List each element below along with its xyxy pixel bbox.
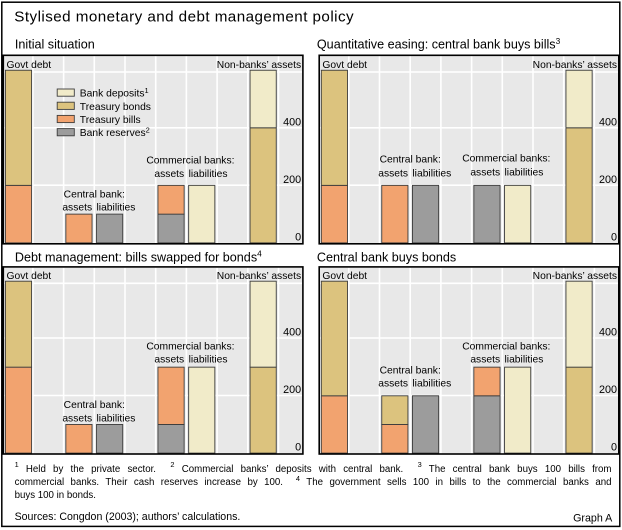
svg-text:liabilities: liabilities — [97, 413, 136, 424]
svg-text:400: 400 — [283, 116, 301, 128]
svg-text:Central bank:: Central bank: — [380, 366, 441, 377]
svg-text:Debt management: bills swapped: Debt management: bills swapped for bonds… — [15, 249, 262, 265]
svg-text:Treasury bonds: Treasury bonds — [80, 102, 151, 113]
svg-text:assets: assets — [378, 379, 408, 390]
svg-text:Central bank:: Central bank: — [64, 400, 125, 411]
svg-text:Quantitative easing: central b: Quantitative easing: central bank buys b… — [317, 36, 561, 52]
svg-text:Central bank:: Central bank: — [380, 154, 441, 165]
svg-text:Govt debt: Govt debt — [322, 60, 367, 71]
svg-text:0: 0 — [295, 442, 301, 454]
svg-text:Bank reserves2: Bank reserves2 — [80, 126, 150, 140]
svg-text:Commercial banks:: Commercial banks: — [462, 154, 550, 165]
svg-text:Non-banks’ assets: Non-banks’ assets — [217, 60, 301, 71]
svg-text:Non-banks’ assets: Non-banks’ assets — [533, 60, 617, 71]
svg-text:400: 400 — [283, 327, 301, 339]
svg-text:Central bank:: Central bank: — [64, 190, 125, 201]
svg-text:Central bank buys bonds: Central bank buys bonds — [317, 250, 456, 264]
svg-text:0: 0 — [611, 232, 617, 244]
svg-text:Graph A: Graph A — [573, 512, 613, 524]
svg-text:0: 0 — [611, 442, 617, 454]
svg-text:200: 200 — [283, 174, 301, 186]
svg-text:Commercial banks:: Commercial banks: — [146, 156, 234, 167]
svg-text:assets: assets — [62, 413, 92, 424]
svg-text:Stylised monetary and debt man: Stylised monetary and debt management po… — [14, 8, 354, 25]
svg-text:liabilities: liabilities — [505, 167, 544, 178]
svg-text:liabilities: liabilities — [97, 203, 136, 214]
svg-text:Initial situation: Initial situation — [15, 38, 95, 52]
svg-text:liabilities: liabilities — [412, 379, 451, 390]
svg-text:Govt debt: Govt debt — [7, 271, 52, 282]
svg-text:200: 200 — [599, 174, 617, 186]
svg-text:Bank deposits1: Bank deposits1 — [80, 86, 149, 100]
svg-text:Govt debt: Govt debt — [322, 271, 367, 282]
svg-text:assets: assets — [470, 355, 500, 366]
svg-text:400: 400 — [599, 116, 617, 128]
svg-text:400: 400 — [599, 327, 617, 339]
svg-text:assets: assets — [62, 203, 92, 214]
svg-text:Non-banks’ assets: Non-banks’ assets — [217, 271, 301, 282]
svg-text:liabilities: liabilities — [412, 169, 451, 180]
svg-text:liabilities: liabilities — [505, 355, 544, 366]
svg-text:200: 200 — [599, 384, 617, 396]
svg-text:Govt debt: Govt debt — [7, 60, 52, 71]
svg-text:liabilities: liabilities — [189, 354, 228, 365]
svg-text:assets: assets — [470, 167, 500, 178]
svg-text:assets: assets — [154, 354, 184, 365]
svg-text:Commercial banks:: Commercial banks: — [462, 342, 550, 353]
svg-text:Commercial banks:: Commercial banks: — [146, 341, 234, 352]
svg-text:Non-banks’ assets: Non-banks’ assets — [533, 271, 617, 282]
svg-text:200: 200 — [283, 384, 301, 396]
svg-text:assets: assets — [154, 169, 184, 180]
svg-text:liabilities: liabilities — [189, 169, 228, 180]
svg-text:Sources: Congdon (2003); autho: Sources: Congdon (2003); authors’ calcul… — [15, 511, 241, 523]
svg-text:0: 0 — [295, 232, 301, 244]
svg-text:assets: assets — [378, 169, 408, 180]
svg-text:Treasury bills: Treasury bills — [80, 115, 141, 126]
